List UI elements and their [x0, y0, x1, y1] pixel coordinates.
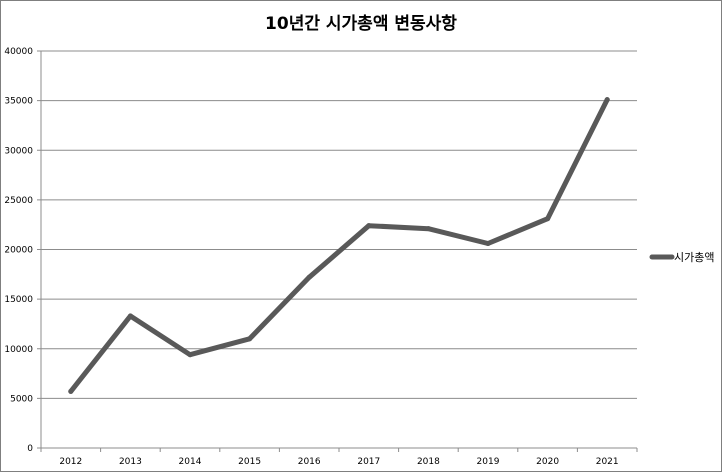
axes — [37, 50, 638, 452]
x-tick-label: 2015 — [238, 457, 261, 467]
data-point — [127, 313, 133, 319]
y-tick-label: 15000 — [4, 295, 33, 305]
y-tick-label: 0 — [27, 444, 33, 454]
legend: 시가총액 — [649, 251, 714, 264]
data-point — [306, 274, 312, 280]
data-point — [247, 336, 253, 342]
x-tick-label: 2016 — [298, 457, 321, 467]
x-tick-label: 2013 — [119, 457, 142, 467]
data-point — [604, 97, 610, 103]
data-point — [425, 226, 431, 232]
series-lines — [68, 97, 610, 394]
x-axis-tick-labels: 2012 2013 2014 2015 2016 2017 2018 2019 2020 2021 — [59, 457, 618, 467]
y-tick-label: 25000 — [4, 196, 33, 206]
legend-label: 시가총액 — [674, 251, 714, 264]
x-tick-label: 2012 — [59, 457, 82, 467]
x-tick-label: 2017 — [357, 457, 380, 467]
y-tick-label: 35000 — [4, 97, 33, 107]
series-line — [68, 97, 610, 394]
x-tick-label: 2018 — [417, 457, 440, 467]
x-tick-label: 2019 — [477, 457, 500, 467]
y-tick-label: 5000 — [10, 394, 33, 404]
y-tick-label: 40000 — [4, 47, 33, 57]
data-point — [485, 241, 491, 247]
y-axis-tick-labels: 0 5000 10000 15000 20000 25000 30000 35000 40000 — [4, 47, 33, 454]
x-tick-label: 2014 — [179, 457, 202, 467]
data-point — [187, 352, 193, 358]
y-tick-label: 20000 — [4, 246, 33, 256]
data-point — [366, 223, 372, 229]
y-tick-label: 10000 — [4, 345, 33, 355]
data-point — [545, 216, 551, 222]
chart-title: 10년간 시가총액 변동사항 — [265, 13, 457, 34]
gridlines — [41, 50, 637, 399]
data-point — [68, 388, 74, 394]
x-tick-label: 2021 — [596, 457, 619, 467]
x-tick-label: 2020 — [536, 457, 559, 467]
y-tick-label: 30000 — [4, 146, 33, 156]
